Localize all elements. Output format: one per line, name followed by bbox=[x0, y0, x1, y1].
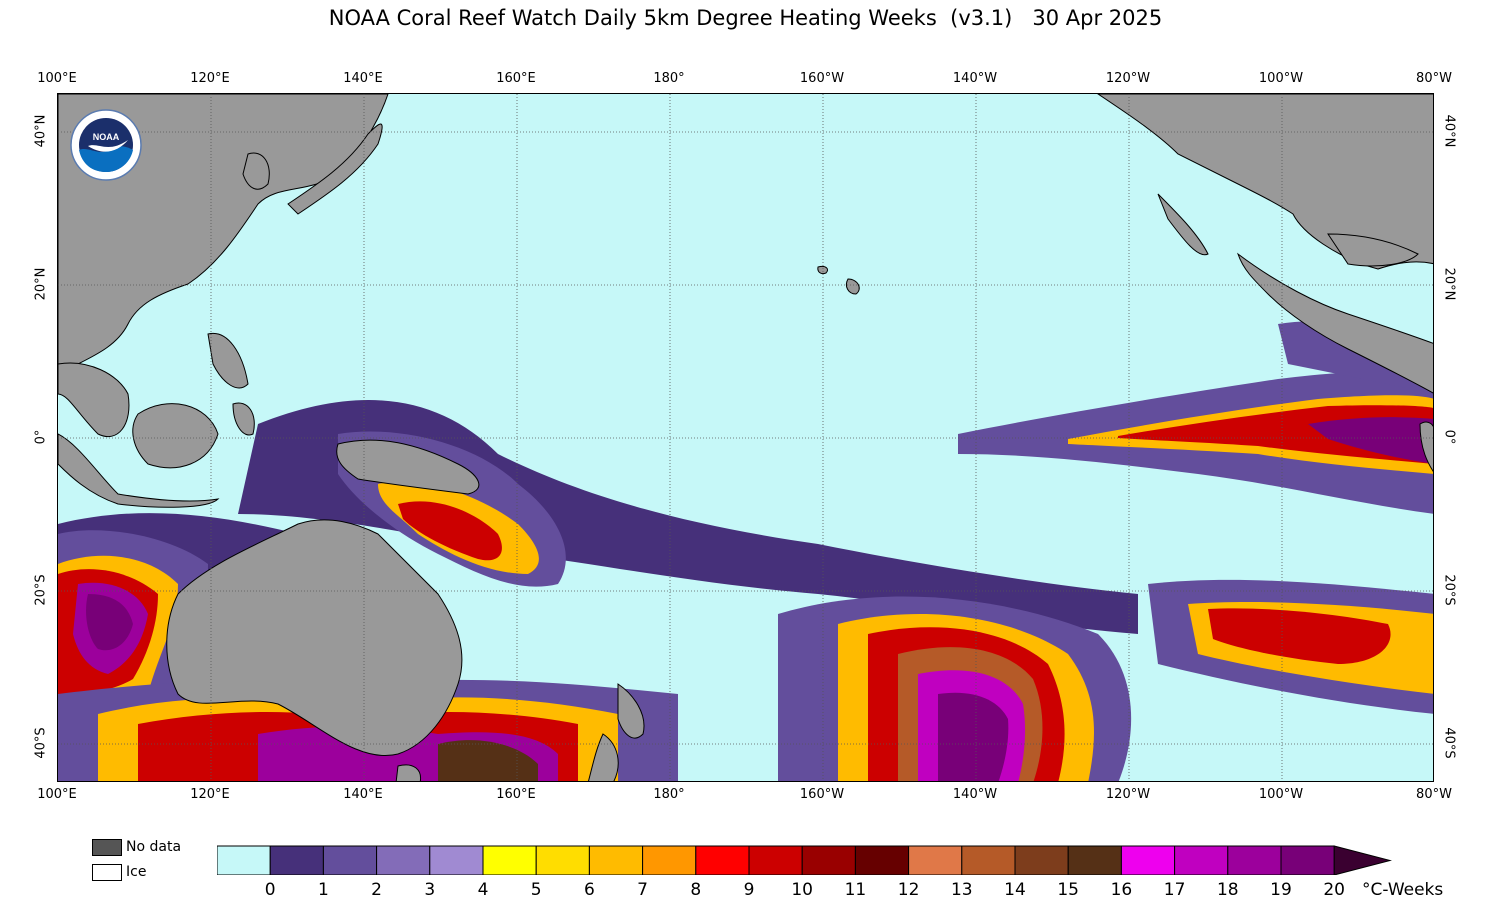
colorbar-tick-10: 10 bbox=[791, 880, 814, 900]
colorbar-tick-8: 8 bbox=[690, 880, 702, 900]
colorbar-swatch-3 bbox=[376, 845, 431, 875]
colorbar-swatch-18 bbox=[1174, 845, 1229, 875]
ice-swatch bbox=[92, 864, 122, 881]
no-data-label: No data bbox=[126, 839, 182, 855]
lon-label-bottom-0: 100°E bbox=[37, 787, 77, 802]
colorbar-tick-14: 14 bbox=[1004, 880, 1026, 900]
colorbar-tick-18: 18 bbox=[1216, 880, 1239, 900]
colorbar-tick-11: 11 bbox=[844, 880, 867, 900]
map-title: NOAA Coral Reef Watch Daily 5km Degree H… bbox=[328, 6, 1163, 30]
lat-label-left-4: 40°S bbox=[33, 727, 49, 759]
colorbar-swatch-17 bbox=[1120, 845, 1176, 875]
lat-label-right-3: 20°S bbox=[1441, 574, 1457, 606]
lon-label-top-0: 100°E bbox=[37, 71, 77, 86]
colorbar-swatch-5 bbox=[482, 845, 537, 875]
colorbar-tick-4: 4 bbox=[477, 880, 489, 900]
colorbar-swatch-15 bbox=[1014, 845, 1069, 875]
colorbar-tick-13: 13 bbox=[950, 880, 973, 900]
land bbox=[58, 94, 1433, 781]
colorbar-swatch-1 bbox=[269, 845, 324, 875]
lon-label-top-1: 120°E bbox=[190, 71, 230, 86]
graticule bbox=[58, 94, 1433, 781]
colorbar-swatch-12 bbox=[854, 845, 910, 875]
lon-label-top-8: 100°W bbox=[1258, 71, 1304, 86]
lon-label-top-6: 140°W bbox=[952, 71, 998, 86]
lat-label-left-1: 20°N bbox=[33, 267, 49, 301]
colorbar-tick-7: 7 bbox=[637, 880, 649, 900]
colorbar-swatch-13 bbox=[908, 845, 963, 875]
noaa-logo-text: NOAA bbox=[93, 132, 120, 142]
colorbar-swatch-8 bbox=[642, 845, 697, 875]
colorbar-swatch-0 bbox=[217, 845, 271, 875]
lon-label-bottom-2: 140°E bbox=[343, 787, 383, 802]
colorbar-swatch-2 bbox=[322, 845, 378, 875]
lon-label-bottom-9: 80°W bbox=[1416, 787, 1452, 802]
lat-label-left-0: 40°N bbox=[33, 114, 49, 148]
colorbar-overflow-arrow bbox=[1333, 845, 1392, 875]
colorbar bbox=[217, 845, 1392, 875]
lon-label-top-3: 160°E bbox=[496, 71, 536, 86]
lon-label-bottom-3: 160°E bbox=[496, 787, 536, 802]
lon-label-top-7: 120°W bbox=[1105, 71, 1151, 86]
colorbar-units: °C-Weeks bbox=[1362, 880, 1444, 900]
colorbar-tick-2: 2 bbox=[371, 880, 383, 900]
colorbar-swatch-6 bbox=[535, 845, 590, 875]
lat-label-right-1: 20°N bbox=[1441, 267, 1457, 301]
colorbar-swatch-20 bbox=[1280, 845, 1335, 875]
colorbar-tick-9: 9 bbox=[743, 880, 755, 900]
colorbar-tick-15: 15 bbox=[1057, 880, 1080, 900]
colorbar-tick-1: 1 bbox=[317, 880, 329, 900]
lat-label-right-2: 0° bbox=[1441, 429, 1457, 445]
colorbar-tick-16: 16 bbox=[1110, 880, 1133, 900]
dhw-map: NOAA bbox=[57, 93, 1434, 782]
lon-label-top-9: 80°W bbox=[1416, 71, 1452, 86]
lat-label-left-2: 0° bbox=[33, 429, 49, 445]
colorbar-swatch-9 bbox=[695, 845, 750, 875]
no-data-swatch bbox=[92, 839, 122, 856]
colorbar-tick-17: 17 bbox=[1163, 880, 1186, 900]
colorbar-tick-6: 6 bbox=[583, 880, 595, 900]
lon-label-bottom-4: 180° bbox=[653, 787, 685, 802]
lat-label-right-0: 40°N bbox=[1441, 114, 1457, 148]
colorbar-swatch-10 bbox=[748, 845, 803, 875]
colorbar-tick-12: 12 bbox=[897, 880, 920, 900]
map-canvas: NOAA bbox=[58, 94, 1433, 781]
noaa-logo: NOAA bbox=[70, 109, 142, 181]
lon-label-top-5: 160°W bbox=[799, 71, 845, 86]
lon-label-bottom-8: 100°W bbox=[1258, 787, 1304, 802]
lon-label-bottom-5: 160°W bbox=[799, 787, 845, 802]
colorbar-swatch-7 bbox=[588, 845, 644, 875]
colorbar-tick-3: 3 bbox=[424, 880, 436, 900]
colorbar-tick-5: 5 bbox=[530, 880, 542, 900]
colorbar-tick-20: 20 bbox=[1323, 880, 1346, 900]
colorbar-swatch-16 bbox=[1067, 845, 1122, 875]
lon-label-top-4: 180° bbox=[653, 71, 685, 86]
colorbar-swatch-11 bbox=[801, 845, 856, 875]
lon-label-bottom-6: 140°W bbox=[952, 787, 998, 802]
lon-label-bottom-7: 120°W bbox=[1105, 787, 1151, 802]
colorbar-tick-19: 19 bbox=[1270, 880, 1292, 900]
ice-label: Ice bbox=[126, 864, 147, 880]
lat-label-right-4: 40°S bbox=[1441, 727, 1457, 759]
lon-label-top-2: 140°E bbox=[343, 71, 383, 86]
colorbar-swatch-14 bbox=[961, 845, 1016, 875]
colorbar-swatch-4 bbox=[429, 845, 484, 875]
colorbar-swatch-19 bbox=[1227, 845, 1282, 875]
colorbar-tick-0: 0 bbox=[264, 880, 276, 900]
lon-label-bottom-1: 120°E bbox=[190, 787, 230, 802]
lat-label-left-3: 20°S bbox=[33, 574, 49, 606]
